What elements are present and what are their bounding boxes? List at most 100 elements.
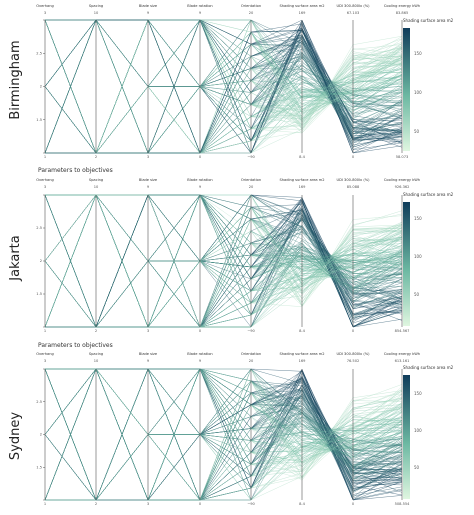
axis-min-label: 2 bbox=[95, 502, 97, 506]
colorbar-gradient bbox=[403, 375, 410, 499]
axis-name: Cooling energy kWh bbox=[384, 178, 420, 182]
axis-min-label: 2 bbox=[95, 329, 97, 333]
polyline bbox=[44, 368, 403, 501]
city-label: Birmingham bbox=[8, 40, 23, 119]
axis-min-label: 508.554 bbox=[395, 502, 411, 506]
axis-name: UDI 300-800lx (%) bbox=[336, 178, 370, 182]
axis-min-label: 0 bbox=[199, 155, 202, 159]
city-label: Jakarta bbox=[8, 235, 23, 281]
polyline bbox=[44, 194, 403, 328]
axis-max-label: 169 bbox=[299, 11, 307, 15]
axis-min-label: 1 bbox=[44, 329, 46, 333]
axis-max-label: 85.088 bbox=[347, 185, 360, 189]
axis-max-label: 10 bbox=[94, 11, 99, 15]
axis-min-label: 8.4 bbox=[299, 329, 305, 333]
axis-min-label: 0 bbox=[352, 329, 355, 333]
axis-min-label: 2 bbox=[95, 155, 97, 159]
axis-min-label: 854.567 bbox=[395, 329, 410, 333]
axis-tick-label: 2.5 bbox=[36, 226, 42, 230]
axis-min-label: 8.4 bbox=[299, 155, 305, 159]
axis-max-label: 9 bbox=[199, 359, 202, 363]
axis-min-label: 0 bbox=[199, 329, 202, 333]
axis-max-label: 20 bbox=[249, 185, 254, 189]
axis-max-label: 613.161 bbox=[395, 359, 410, 363]
axis-tick-label: 2 bbox=[40, 259, 42, 263]
axis-tick-label: 2 bbox=[40, 433, 42, 437]
axis-max-label: 83.865 bbox=[396, 11, 409, 15]
colorbar-gradient bbox=[403, 28, 410, 151]
axis-name: Cooling energy kWh bbox=[384, 4, 420, 8]
polylines bbox=[44, 368, 403, 501]
axis-name: Overhang bbox=[36, 178, 54, 182]
axis-max-label: 3 bbox=[44, 185, 46, 189]
polyline bbox=[45, 368, 403, 501]
polyline bbox=[44, 194, 403, 328]
axis-name: Blade size bbox=[139, 178, 158, 182]
colorbar-title: Shading surface area m2 bbox=[403, 365, 454, 370]
colorbar-title: Shading surface area m2 bbox=[403, 192, 454, 197]
axis-tick-label: 1.5 bbox=[36, 465, 42, 469]
colorbar-tick: 50 bbox=[414, 129, 420, 134]
colorbar-tick: 150 bbox=[414, 216, 422, 221]
axis-name: Spacing bbox=[89, 352, 103, 356]
polyline bbox=[44, 194, 403, 328]
axes: Overhang 3 1 1.5 2 2.5 Spacing 10 2 Blade size 9 3 B… bbox=[36, 178, 420, 333]
polyline bbox=[45, 19, 403, 154]
axis-name: UDI 300-800lx (%) bbox=[336, 352, 370, 356]
axis-min-label: 58.073 bbox=[396, 155, 409, 159]
axis-min-label: 3 bbox=[147, 155, 149, 159]
polyline bbox=[44, 368, 403, 455]
polyline bbox=[44, 368, 403, 501]
axis-max-label: 9 bbox=[147, 11, 150, 15]
colorbar-tick: 50 bbox=[414, 465, 420, 470]
axis-name: Cooling energy kWh bbox=[384, 352, 420, 356]
panel-jakarta: Jakarta Parameters to objectives Overhan… bbox=[8, 167, 454, 333]
axis-name: Shading surface area m2 bbox=[279, 4, 324, 8]
polylines bbox=[44, 194, 403, 328]
axis-max-label: 3 bbox=[44, 11, 46, 15]
axis-name: Shading surface area m2 bbox=[279, 352, 324, 356]
axis-name: Overhang bbox=[36, 352, 54, 356]
colorbar-tick: 150 bbox=[414, 391, 422, 396]
colorbar: Shading surface area m2 50 100 150 bbox=[403, 18, 454, 151]
colorbar: Shading surface area m2 50 100 150 bbox=[403, 365, 454, 499]
axis-max-label: 169 bbox=[299, 185, 307, 189]
axis-max-label: 3 bbox=[44, 359, 46, 363]
axis-max-label: 9 bbox=[199, 11, 202, 15]
panel-birmingham: Birmingham Overhang 3 1 1.5 2 2.5 Spacing 10 2 Bl… bbox=[8, 4, 454, 159]
city-label: Sydney bbox=[8, 412, 23, 460]
axis-max-label: 9 bbox=[147, 185, 150, 189]
axis-max-label: 169 bbox=[299, 359, 307, 363]
axis-tick-label: 1.5 bbox=[36, 292, 42, 296]
section-title: Parameters to objectives bbox=[38, 342, 113, 349]
axis-tick-label: 2.5 bbox=[36, 400, 42, 404]
axis-min-label: −90 bbox=[247, 155, 255, 159]
polylines bbox=[44, 19, 403, 154]
axis-max-label: 76.502 bbox=[347, 359, 360, 363]
axis-name: Orientation bbox=[241, 4, 261, 8]
axis-name: Orientation bbox=[241, 178, 261, 182]
polyline bbox=[44, 19, 403, 154]
polyline bbox=[44, 19, 403, 154]
axis-max-label: 10 bbox=[94, 185, 99, 189]
colorbar-gradient bbox=[403, 202, 410, 326]
axis-tick-label: 2.5 bbox=[36, 51, 42, 55]
axis-tick-label: 1.5 bbox=[36, 118, 42, 122]
colorbar-tick: 150 bbox=[414, 51, 422, 56]
axis-max-label: 20 bbox=[249, 11, 254, 15]
axis-min-label: 3 bbox=[147, 502, 149, 506]
axis-tick-label: 2 bbox=[40, 85, 42, 89]
colorbar-tick: 100 bbox=[414, 90, 422, 95]
colorbar-title: Shading surface area m2 bbox=[403, 18, 454, 23]
polyline bbox=[44, 19, 403, 154]
axes: Overhang 3 1 1.5 2 2.5 Spacing 10 2 Blade size 9 3 B… bbox=[36, 4, 420, 159]
panel-sydney: Sydney Parameters to objectives Overhang… bbox=[8, 342, 454, 506]
axis-name: Spacing bbox=[89, 178, 103, 182]
axis-name: Blade size bbox=[139, 352, 158, 356]
axis-max-label: 10 bbox=[94, 359, 99, 363]
polyline bbox=[44, 381, 403, 501]
polyline bbox=[44, 368, 403, 497]
polyline bbox=[44, 194, 403, 292]
colorbar-tick: 100 bbox=[414, 254, 422, 259]
